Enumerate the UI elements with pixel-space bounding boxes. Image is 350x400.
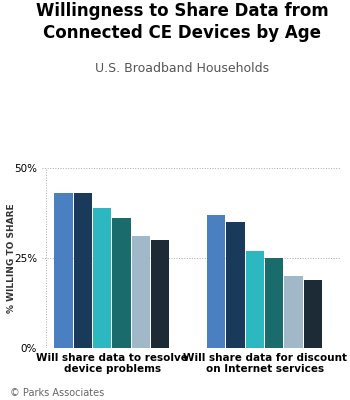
Text: Willingness to Share Data from
Connected CE Devices by Age: Willingness to Share Data from Connected… — [36, 2, 328, 42]
Bar — [285, 276, 303, 348]
Bar — [304, 280, 322, 348]
Bar — [93, 208, 111, 348]
Bar — [54, 193, 72, 348]
Text: U.S. Broadband Households: U.S. Broadband Households — [95, 62, 269, 75]
Bar — [246, 251, 264, 348]
Y-axis label: % WILLING TO SHARE: % WILLING TO SHARE — [7, 203, 16, 313]
Bar — [112, 218, 131, 348]
Bar — [74, 193, 92, 348]
Text: © Parks Associates: © Parks Associates — [10, 388, 105, 398]
Bar — [132, 236, 150, 348]
Bar — [151, 240, 169, 348]
Bar — [265, 258, 284, 348]
Bar — [207, 215, 225, 348]
Bar — [226, 222, 245, 348]
